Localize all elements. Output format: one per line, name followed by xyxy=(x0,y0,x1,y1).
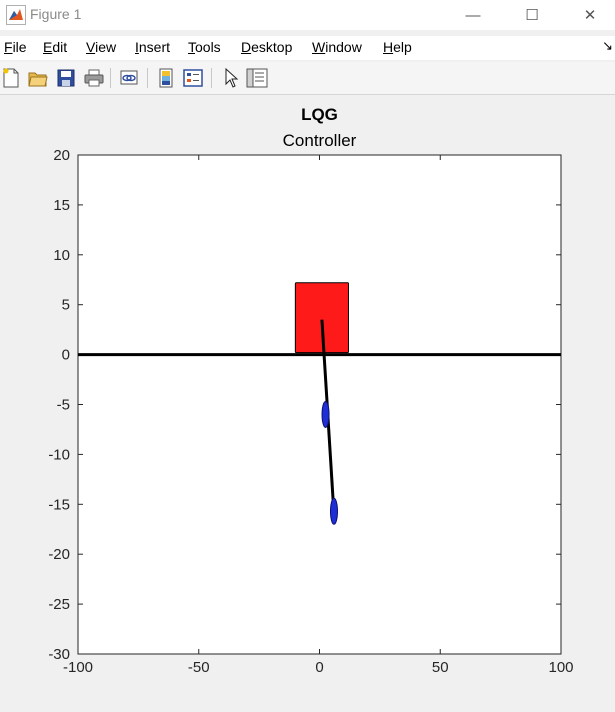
menu-edit[interactable]: Edit xyxy=(43,39,68,55)
menu-window[interactable]: Window xyxy=(312,39,362,55)
y-tick-label: 15 xyxy=(53,197,70,214)
legend-button[interactable] xyxy=(182,67,204,89)
menu-help[interactable]: Help xyxy=(383,39,412,55)
save-button[interactable] xyxy=(55,67,77,89)
y-tick-label: 20 xyxy=(53,147,70,164)
print-icon xyxy=(84,69,104,87)
print-button[interactable] xyxy=(83,67,105,89)
toolbar-separator xyxy=(110,68,111,88)
toolbar-separator xyxy=(211,68,212,88)
menu-overflow-icon[interactable]: ↘ xyxy=(602,38,613,53)
minimize-button[interactable]: — xyxy=(450,0,496,30)
new-figure-button[interactable] xyxy=(0,67,22,89)
legend-icon xyxy=(183,69,203,87)
property-inspector-button[interactable] xyxy=(246,67,268,89)
menu-view[interactable]: View xyxy=(86,39,117,55)
plot-area[interactable]: LQG Controller -100 -50 0 50 10020151050-5-1… xyxy=(0,95,615,712)
x-tick-label: 100 xyxy=(548,659,573,676)
x-tick-label: 0 xyxy=(315,659,323,676)
menu-tools[interactable]: Tools xyxy=(188,39,221,55)
chart-marks xyxy=(78,282,561,525)
minimize-icon: — xyxy=(465,6,481,24)
edit-plot-button[interactable] xyxy=(220,67,242,89)
menu-desktop[interactable]: Desktop xyxy=(241,39,293,55)
y-tick-label: 10 xyxy=(53,247,70,264)
y-tick-label: -10 xyxy=(48,446,70,463)
open-file-button[interactable] xyxy=(27,67,49,89)
menu-insert[interactable]: Insert xyxy=(135,39,171,55)
cart-rectangle xyxy=(294,282,349,354)
y-tick-label: -25 xyxy=(48,596,70,613)
matlab-logo-icon xyxy=(6,5,26,25)
x-tick-label: -50 xyxy=(188,659,210,676)
maximize-button[interactable]: ☐ xyxy=(509,0,555,30)
y-tick-label: 0 xyxy=(62,347,70,364)
colorbar-icon xyxy=(159,68,173,88)
new-figure-icon xyxy=(3,68,19,88)
chart-subtitle: Controller xyxy=(283,131,357,150)
pendulum-mass xyxy=(321,400,330,428)
window-title: Figure 1 xyxy=(30,6,82,22)
save-icon xyxy=(57,69,75,87)
menu-bar: File Edit View Insert Tools Desktop Wind… xyxy=(0,36,615,60)
colorbar-button[interactable] xyxy=(155,67,177,89)
edit-plot-arrow-icon xyxy=(225,68,239,88)
y-tick-label: -15 xyxy=(48,496,70,513)
axes-box[interactable] xyxy=(77,154,562,655)
y-tick-label: -20 xyxy=(48,546,70,563)
y-tick-label: -5 xyxy=(57,397,70,414)
toolbar-separator xyxy=(147,68,148,88)
pendulum-mass xyxy=(329,497,338,525)
menu-file[interactable]: File xyxy=(4,39,27,55)
link-plot-icon xyxy=(120,70,138,85)
x-tick-label: 50 xyxy=(432,659,449,676)
close-button[interactable]: ✕ xyxy=(567,0,613,30)
figure-toolbar xyxy=(0,62,615,95)
chart-title: LQG xyxy=(301,105,338,124)
maximize-icon: ☐ xyxy=(525,7,539,24)
y-tick-label: -30 xyxy=(48,646,70,663)
y-tick-label: 5 xyxy=(62,297,70,314)
x-tick-label: -100 xyxy=(63,659,93,676)
link-plot-button[interactable] xyxy=(118,67,140,89)
title-bar: Figure 1 — ☐ ✕ xyxy=(0,0,615,30)
close-icon: ✕ xyxy=(583,7,597,24)
property-inspector-icon xyxy=(246,68,268,88)
open-file-icon xyxy=(28,72,48,87)
